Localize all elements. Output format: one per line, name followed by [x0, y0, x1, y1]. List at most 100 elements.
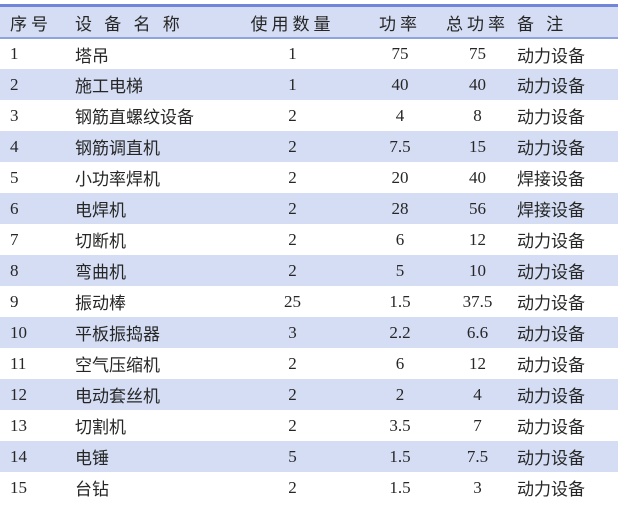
table-cell: 15: [440, 131, 515, 162]
equipment-table: 序号 设 备 名 称 使用数量 功率 总功率 备 注 1 塔吊 1 75 75 动力设备 2…: [0, 7, 618, 503]
table-cell: 电动套丝机: [65, 379, 225, 410]
table-row: 13 切割机 2 3.5 7 动力设备: [0, 410, 618, 441]
table-cell: 1.5: [389, 477, 411, 497]
table-cell: 7.5: [440, 441, 515, 472]
table-cell: 1.5: [360, 441, 440, 472]
table-cell: 7: [10, 229, 19, 249]
table-cell: 2: [288, 229, 297, 249]
table-cell: 钢筋直螺纹设备: [75, 108, 194, 127]
table-cell: 2: [225, 193, 360, 224]
table-cell: 2: [0, 69, 65, 100]
table-cell: 3.5: [389, 415, 411, 435]
table-cell: 5: [10, 167, 19, 187]
table-row: 1 塔吊 1 75 75 动力设备: [0, 38, 618, 69]
table-row: 9 振动棒 25 1.5 37.5 动力设备: [0, 286, 618, 317]
header-row: 序号 设 备 名 称 使用数量 功率 总功率 备 注: [0, 7, 618, 39]
table-cell: 6: [395, 353, 405, 373]
table-cell: 8: [0, 255, 65, 286]
column-header-remarks: 备 注: [515, 7, 618, 39]
table-cell: 钢筋调直机: [65, 131, 225, 162]
table-cell: 空气压缩机: [75, 356, 160, 375]
table-cell: 动力设备: [515, 379, 618, 410]
table-cell: 8: [473, 105, 482, 125]
table-cell: 20: [391, 167, 409, 187]
table-cell: 2: [288, 353, 297, 373]
table-cell: 4: [395, 105, 405, 125]
table-cell: 焊接设备: [517, 170, 585, 189]
table-cell: 动力设备: [517, 294, 585, 313]
table-cell: 动力设备: [517, 480, 585, 499]
table-cell: 12: [469, 353, 486, 373]
table-cell: 切断机: [75, 232, 126, 251]
column-header-power: 功率: [360, 7, 440, 39]
table-cell: 2.2: [360, 317, 440, 348]
column-header-quantity: 使用数量: [225, 7, 360, 39]
table-cell: 15: [10, 477, 27, 497]
table-cell: 施工电梯: [65, 69, 225, 100]
table-row: 10 平板振捣器 3 2.2 6.6 动力设备: [0, 317, 618, 348]
table-cell: 2: [225, 379, 360, 410]
table-cell: 2: [288, 167, 297, 187]
table-cell: 40: [440, 69, 515, 100]
table-cell: 4: [440, 379, 515, 410]
table-cell: 3: [225, 317, 360, 348]
equipment-table-container: 序号 设 备 名 称 使用数量 功率 总功率 备 注 1 塔吊 1 75 75 动力设备 2…: [0, 4, 618, 503]
table-cell: 动力设备: [517, 46, 585, 66]
table-cell: 动力设备: [515, 317, 618, 348]
table-cell: 56: [440, 193, 515, 224]
table-cell: 5: [360, 255, 440, 286]
table-cell: 7.5: [360, 131, 440, 162]
table-cell: 动力设备: [515, 131, 618, 162]
table-cell: 28: [360, 193, 440, 224]
table-cell: 10: [440, 255, 515, 286]
equipment-table-body: 1 塔吊 1 75 75 动力设备 2 施工电梯 1 40 40 动力设备 3 钢筋直螺纹设备 2 4 8 动力设…: [0, 38, 618, 503]
table-cell: 动力设备: [517, 356, 585, 375]
table-cell: 动力设备: [517, 418, 585, 437]
table-row: 8 弯曲机 2 5 10 动力设备: [0, 255, 618, 286]
table-cell: 小功率焊机: [75, 170, 160, 189]
table-cell: 25: [284, 291, 301, 311]
table-cell: 2: [225, 131, 360, 162]
table-row: 3 钢筋直螺纹设备 2 4 8 动力设备: [0, 100, 618, 131]
table-cell: 4: [0, 131, 65, 162]
table-cell: 切割机: [75, 418, 126, 437]
table-header: 序号 设 备 名 称 使用数量 功率 总功率 备 注: [0, 7, 618, 39]
table-cell: 7: [473, 415, 482, 435]
column-header-index: 序号: [0, 7, 65, 39]
table-cell: 14: [0, 441, 65, 472]
table-row: 6 电焊机 2 28 56 焊接设备: [0, 193, 618, 224]
table-cell: 12: [0, 379, 65, 410]
table-cell: 动力设备: [515, 255, 618, 286]
table-cell: 电锤: [65, 441, 225, 472]
table-cell: 动力设备: [515, 69, 618, 100]
table-cell: 弯曲机: [65, 255, 225, 286]
table-cell: 2: [225, 255, 360, 286]
table-row: 2 施工电梯 1 40 40 动力设备: [0, 69, 618, 100]
table-cell: 振动棒: [75, 294, 126, 313]
table-cell: 平板振捣器: [65, 317, 225, 348]
table-cell: 6: [0, 193, 65, 224]
table-cell: 2: [288, 415, 297, 435]
table-cell: 11: [10, 353, 27, 373]
table-cell: 台钻: [75, 480, 109, 499]
column-header-total-power: 总功率: [440, 7, 515, 39]
table-cell: 37.5: [462, 291, 493, 311]
table-cell: 1: [10, 44, 19, 63]
table-cell: 13: [10, 415, 27, 435]
table-row: 15 台钻 2 1.5 3 动力设备: [0, 472, 618, 503]
table-cell: 1: [288, 44, 297, 63]
table-cell: 塔吊: [75, 46, 109, 66]
table-row: 7 切断机 2 6 12 动力设备: [0, 224, 618, 255]
table-row: 11 空气压缩机 2 6 12 动力设备: [0, 348, 618, 379]
table-row: 5 小功率焊机 2 20 40 焊接设备: [0, 162, 618, 193]
table-cell: 6: [395, 229, 405, 249]
table-cell: 12: [469, 229, 486, 249]
table-cell: 9: [10, 291, 19, 311]
table-cell: 动力设备: [517, 108, 585, 127]
table-cell: 3: [473, 477, 482, 497]
table-cell: 动力设备: [517, 232, 585, 251]
table-cell: 3: [10, 105, 19, 125]
table-cell: 6.6: [440, 317, 515, 348]
table-cell: 2: [288, 105, 297, 125]
table-cell: 电焊机: [65, 193, 225, 224]
